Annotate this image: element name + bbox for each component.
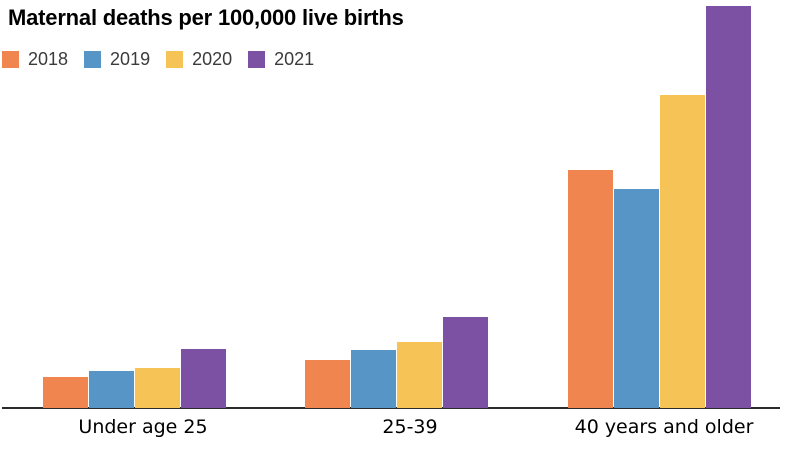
chart-title: Maternal deaths per 100,000 live births	[8, 5, 404, 30]
bar-40-years-and-older-2021	[706, 6, 751, 408]
legend-item-2020: 2020	[166, 49, 233, 69]
legend-item-2021: 2021	[248, 49, 315, 69]
bar-25-39-2020	[397, 341, 442, 408]
legend-label-2019: 2019	[110, 49, 151, 69]
legend-label-2021: 2021	[274, 49, 315, 69]
legend-label-2020: 2020	[192, 49, 233, 69]
bar-40-years-and-older-2020	[660, 95, 705, 408]
category-label-40-years-and-older: 40 years and older	[574, 416, 754, 438]
legend-item-2019: 2019	[84, 49, 151, 69]
bar-under-age-25-2018	[43, 377, 88, 408]
bar-25-39-2018	[305, 359, 350, 408]
bar-under-age-25-2020	[135, 367, 180, 408]
bar-40-years-and-older-2019	[614, 189, 659, 408]
bar-40-years-and-older-2018	[568, 170, 613, 408]
bar-25-39-2021	[443, 317, 488, 408]
category-label-under-age-25: Under age 25	[78, 416, 208, 438]
legend-swatch-2021	[248, 51, 266, 68]
bar-under-age-25-2021	[181, 348, 226, 408]
legend-swatch-2018	[2, 51, 19, 68]
legend-swatch-2020	[166, 51, 184, 68]
legend-swatch-2019	[84, 51, 102, 68]
category-label-25-39: 25-39	[382, 416, 438, 438]
x-axis-line	[2, 407, 780, 409]
legend-label-2018: 2018	[28, 49, 69, 69]
bar-25-39-2019	[351, 350, 396, 408]
bar-under-age-25-2019	[89, 371, 134, 408]
chart-legend: 2018 2019 2020 2021	[2, 49, 330, 69]
legend-item-2018: 2018	[2, 49, 69, 69]
